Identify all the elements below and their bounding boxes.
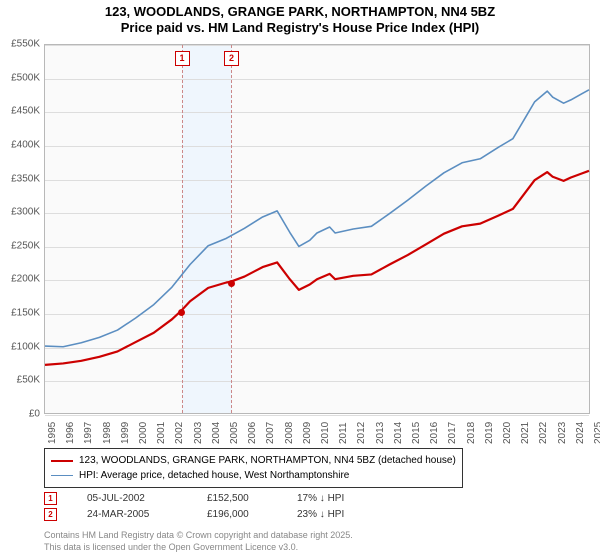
marker-2: 2 [224,51,239,66]
sale-dot-1 [178,309,185,316]
sales-row: 1 05-JUL-2002 £152,500 17% ↓ HPI [44,490,377,506]
sales-table: 1 05-JUL-2002 £152,500 17% ↓ HPI 2 24-MAR-200… [44,490,377,522]
legend-row: 123, WOODLANDS, GRANGE PARK, NORTHAMPTON… [51,453,456,468]
x-tick-label: 2018 [466,422,477,444]
legend-swatch [51,475,73,476]
legend: 123, WOODLANDS, GRANGE PARK, NORTHAMPTON… [44,448,463,488]
x-tick-label: 2007 [265,422,276,444]
x-tick-label: 2008 [284,422,295,444]
x-tick-label: 2020 [502,422,513,444]
legend-label: HPI: Average price, detached house, West… [79,468,349,483]
x-tick-label: 2016 [429,422,440,444]
legend-swatch [51,460,73,462]
series-hpi [45,90,589,347]
x-tick-label: 2000 [138,422,149,444]
sales-price: £152,500 [207,493,267,504]
y-tick-label: £300K [4,207,40,218]
sales-date: 05-JUL-2002 [87,493,177,504]
sales-marker: 1 [44,492,57,505]
sales-diff: 17% ↓ HPI [297,493,377,504]
sales-marker: 2 [44,508,57,521]
x-tick-label: 1996 [65,422,76,444]
x-tick-label: 2017 [447,422,458,444]
title-line-1: 123, WOODLANDS, GRANGE PARK, NORTHAMPTON… [0,4,600,20]
x-tick-label: 2006 [247,422,258,444]
series-property [45,171,589,365]
title-line-2: Price paid vs. HM Land Registry's House … [0,20,600,36]
x-tick-label: 2021 [520,422,531,444]
x-tick-label: 2022 [538,422,549,444]
x-tick-label: 2002 [174,422,185,444]
x-tick-label: 1995 [47,422,58,444]
y-tick-label: £250K [4,240,40,251]
x-tick-label: 2013 [375,422,386,444]
x-tick-label: 2024 [575,422,586,444]
x-tick-label: 2003 [193,422,204,444]
plot-area: 1 2 [44,44,590,414]
y-tick-label: £150K [4,308,40,319]
y-tick-label: £400K [4,139,40,150]
x-tick-label: 2001 [156,422,167,444]
x-tick-label: 2012 [356,422,367,444]
x-tick-label: 2010 [320,422,331,444]
sales-price: £196,000 [207,509,267,520]
x-tick-label: 2015 [411,422,422,444]
x-tick-label: 2014 [393,422,404,444]
x-tick-label: 2009 [302,422,313,444]
legend-label: 123, WOODLANDS, GRANGE PARK, NORTHAMPTON… [79,453,456,468]
y-tick-label: £450K [4,106,40,117]
plot-svg [45,45,589,413]
x-tick-label: 1997 [83,422,94,444]
x-tick-label: 2025 [593,422,600,444]
y-tick-label: £100K [4,341,40,352]
y-tick-label: £500K [4,72,40,83]
marker-1: 1 [175,51,190,66]
x-tick-label: 2005 [229,422,240,444]
y-tick-label: £350K [4,173,40,184]
footer: Contains HM Land Registry data © Crown c… [44,530,353,553]
footer-line-2: This data is licensed under the Open Gov… [44,542,353,554]
x-tick-label: 1998 [102,422,113,444]
y-tick-label: £50K [4,375,40,386]
x-tick-label: 2004 [211,422,222,444]
x-tick-label: 2019 [484,422,495,444]
legend-row: HPI: Average price, detached house, West… [51,468,456,483]
title-block: 123, WOODLANDS, GRANGE PARK, NORTHAMPTON… [0,0,600,37]
sales-row: 2 24-MAR-2005 £196,000 23% ↓ HPI [44,506,377,522]
x-tick-label: 1999 [120,422,131,444]
sale-dot-2 [228,280,235,287]
footer-line-1: Contains HM Land Registry data © Crown c… [44,530,353,542]
y-tick-label: £0 [4,409,40,420]
chart-container: 123, WOODLANDS, GRANGE PARK, NORTHAMPTON… [0,0,600,560]
sales-date: 24-MAR-2005 [87,509,177,520]
sales-diff: 23% ↓ HPI [297,509,377,520]
x-tick-label: 2011 [338,422,349,444]
y-tick-label: £200K [4,274,40,285]
x-tick-label: 2023 [557,422,568,444]
y-tick-label: £550K [4,39,40,50]
